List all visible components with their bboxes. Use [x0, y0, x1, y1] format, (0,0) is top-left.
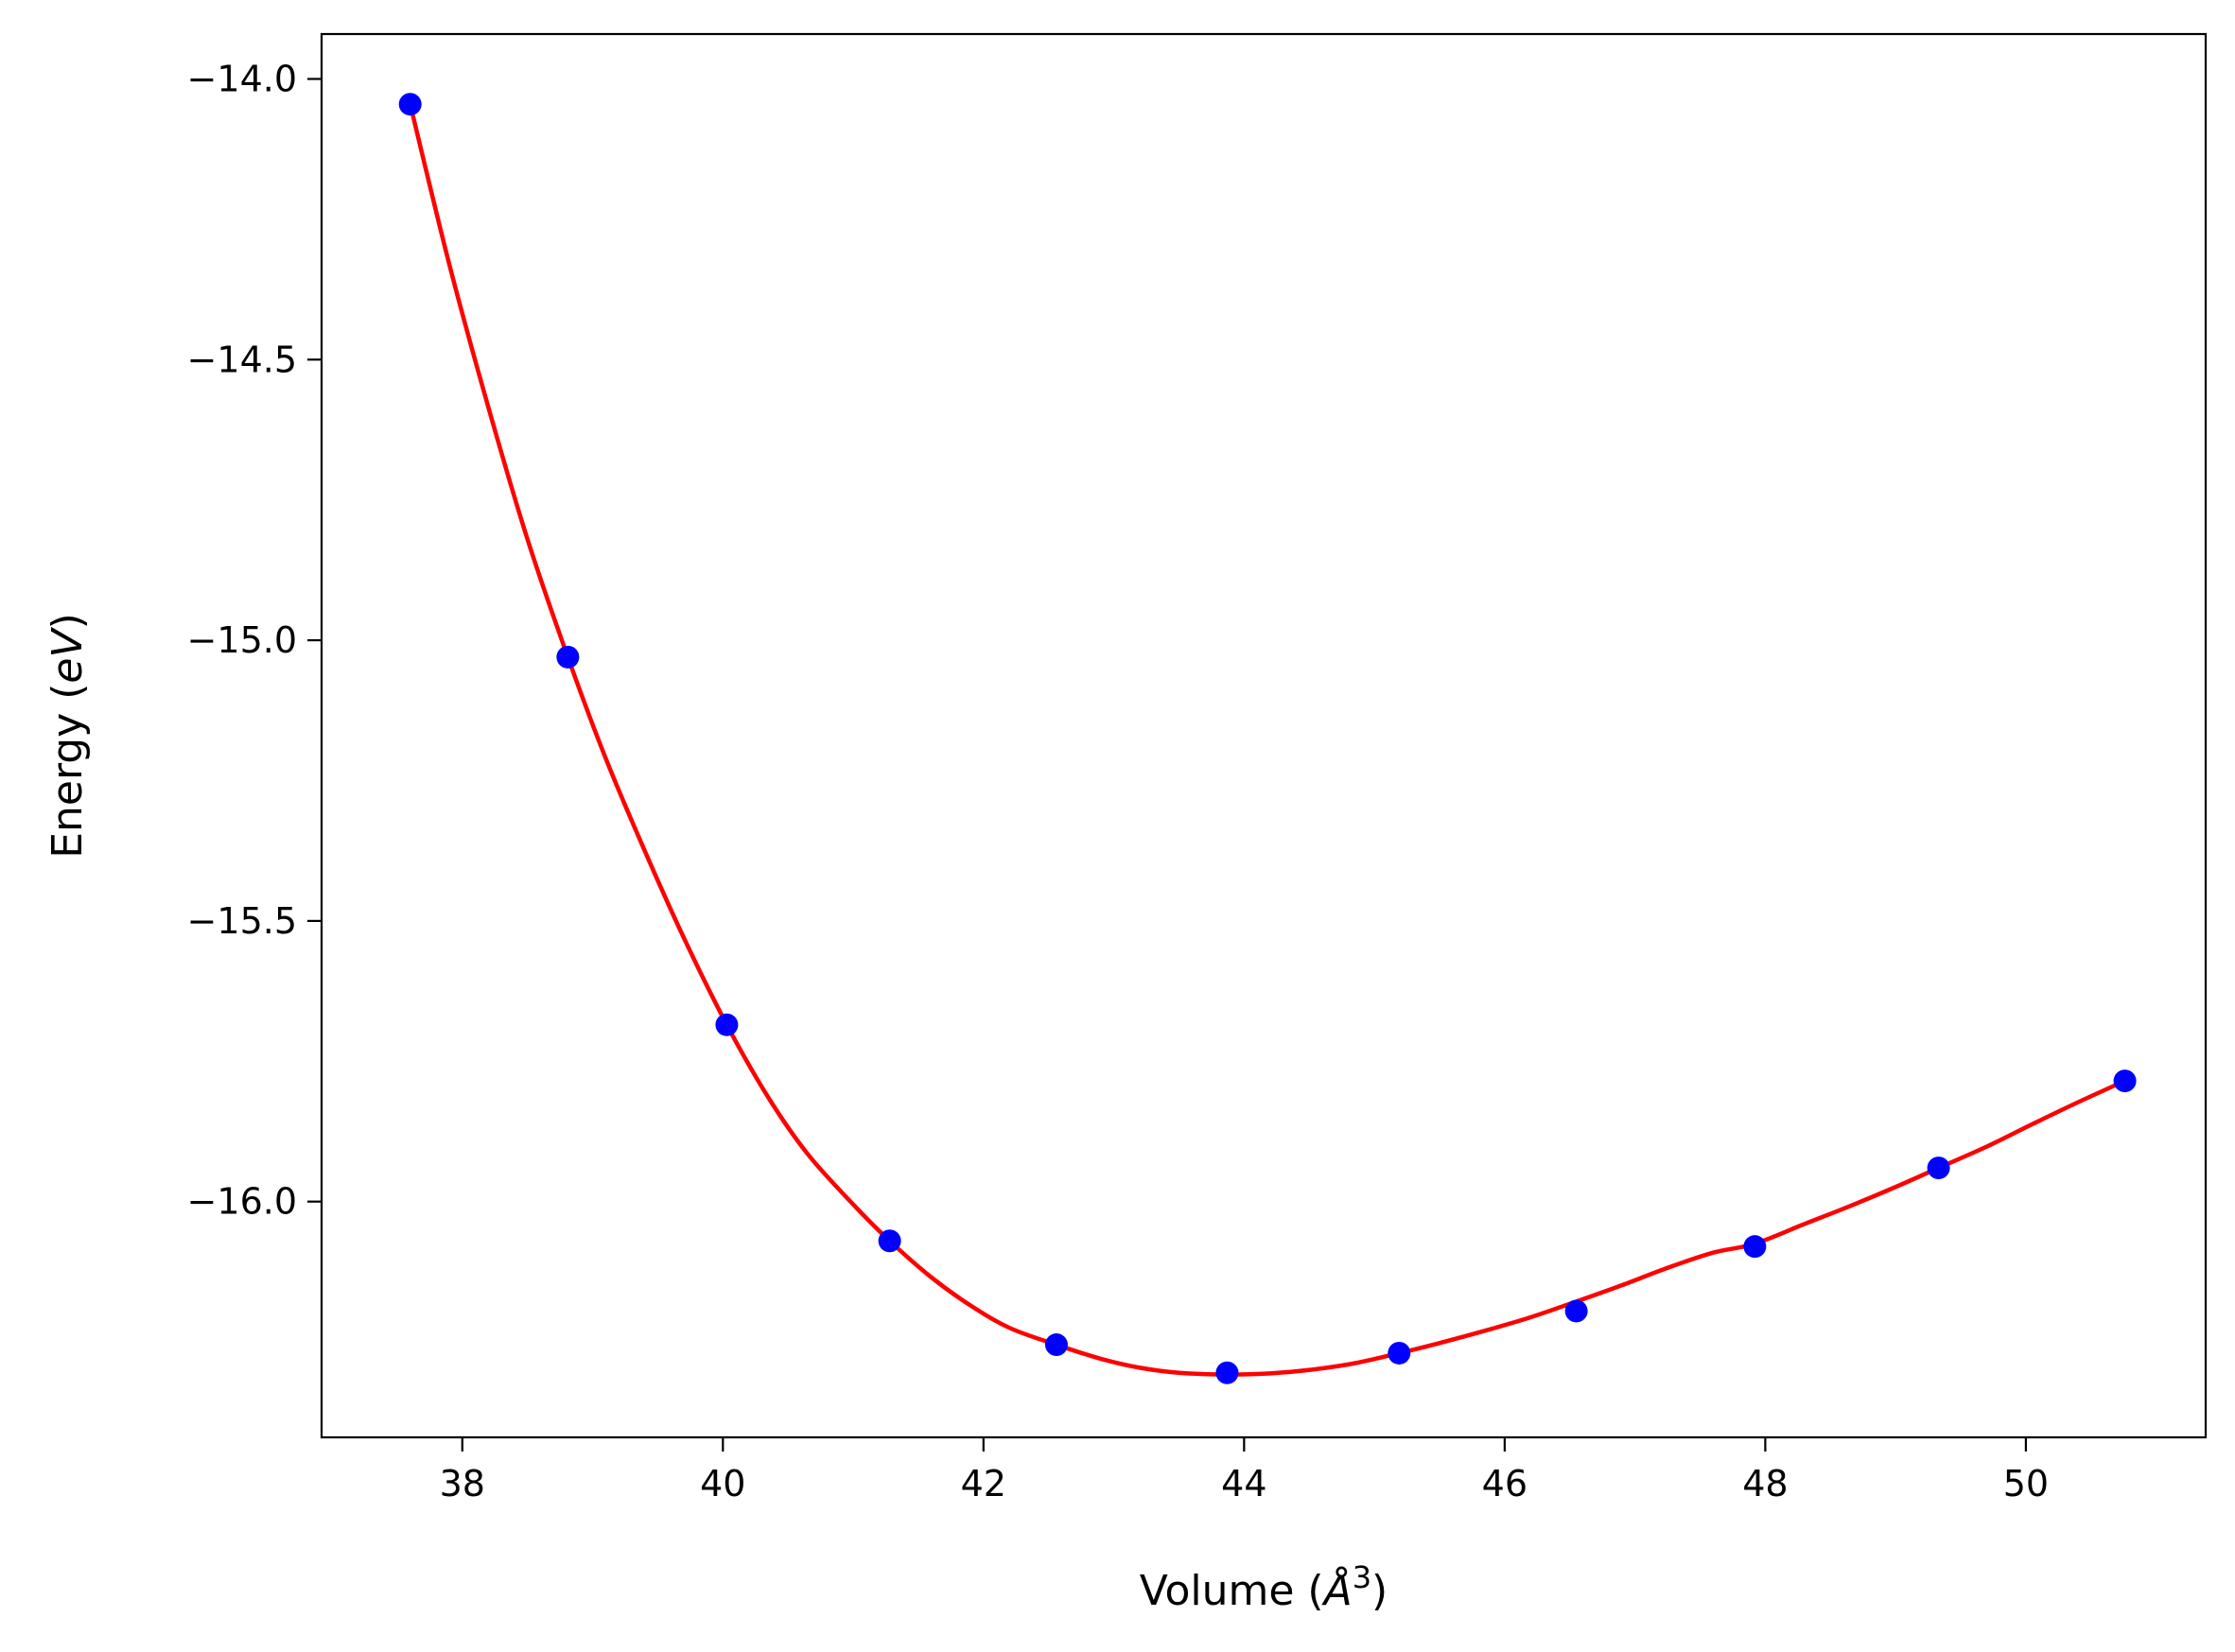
- y-axis: −14.0 −14.5 −15.0 −15.5 −16.0: [187, 58, 322, 1223]
- y-tick-label: −14.0: [187, 58, 297, 99]
- plot-area: [398, 93, 2137, 1384]
- data-point: [2113, 1069, 2137, 1093]
- x-tick-label: 42: [961, 1463, 1006, 1504]
- x-tick-label: 38: [440, 1463, 485, 1504]
- data-point: [878, 1229, 901, 1253]
- data-point: [1743, 1235, 1767, 1259]
- data-point: [715, 1013, 739, 1036]
- fit-curve: [408, 103, 2126, 1377]
- x-tick-label: 44: [1221, 1463, 1266, 1504]
- y-tick-label: −15.5: [187, 900, 297, 942]
- x-tick-label: 48: [1742, 1463, 1788, 1504]
- data-point: [1215, 1361, 1239, 1384]
- x-tick-label: 50: [2003, 1463, 2049, 1504]
- x-tick-label: 40: [700, 1463, 745, 1504]
- data-point: [1388, 1341, 1411, 1365]
- y-axis-label: Energy (eV): [44, 613, 92, 859]
- data-point: [1927, 1156, 1950, 1180]
- x-axis: 38 40 42 44 46 48 50: [440, 1437, 2049, 1504]
- data-point: [1564, 1299, 1588, 1323]
- x-tick-label: 46: [1482, 1463, 1528, 1504]
- axes-frame: [320, 32, 2208, 1439]
- y-tick-label: −14.5: [187, 339, 297, 380]
- data-point: [1044, 1333, 1068, 1357]
- x-axis-label: Volume (Å3): [1140, 1559, 1388, 1615]
- data-point: [398, 93, 422, 116]
- y-tick-label: −15.0: [187, 619, 297, 661]
- data-point: [556, 645, 580, 669]
- y-tick-label: −16.0: [187, 1181, 297, 1223]
